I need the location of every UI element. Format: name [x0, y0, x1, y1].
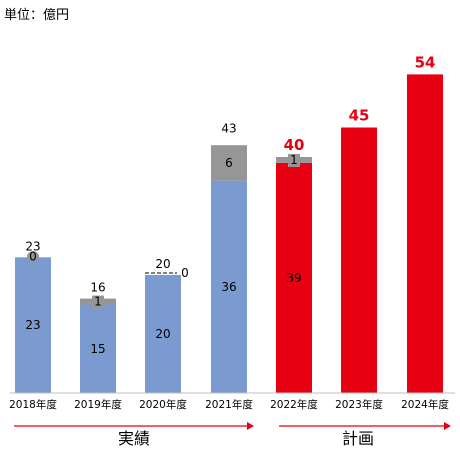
unit-label: 単位：億円	[4, 7, 69, 23]
bar-other-3	[211, 145, 247, 181]
group-labels-layer: 実績 計画	[14, 422, 451, 448]
total-label-2: 20	[155, 257, 170, 271]
bar-plan-6	[407, 74, 443, 394]
group-label-1: 計画	[342, 429, 374, 448]
segment-label-main-2: 20	[155, 327, 170, 341]
x-tick-label-2: 2020年度	[139, 398, 187, 411]
group-arrow-head-0	[247, 422, 254, 430]
segment-label-main-0: 23	[25, 318, 40, 332]
segment-label-main-3: 36	[221, 280, 236, 294]
total-label-5: 45	[349, 107, 370, 125]
x-tick-label-4: 2022年度	[270, 398, 318, 411]
x-tick-label-5: 2023年度	[335, 398, 383, 411]
bar-plan-5	[341, 127, 377, 393]
other-label-bg-4	[288, 153, 300, 167]
x-tick-label-1: 2019年度	[74, 398, 122, 411]
segment-label-other-1: 1	[94, 295, 102, 309]
x-tick-label-0: 2018年度	[9, 398, 57, 411]
segment-label-other-0: 0	[29, 249, 37, 263]
x-tick-label-6: 2024年度	[401, 398, 449, 411]
segment-label-other-3: 6	[225, 156, 233, 170]
other-marker-0	[27, 251, 39, 262]
total-label-4: 40	[284, 136, 305, 154]
total-label-3: 43	[221, 121, 236, 135]
segment-label-other-4: 1	[290, 153, 298, 167]
total-label-0: 23	[25, 239, 40, 253]
bar-main-1	[80, 304, 116, 393]
segment-label-other-2: 0	[181, 266, 189, 280]
total-label-1: 16	[90, 281, 105, 295]
bar-main-0	[15, 257, 51, 393]
tick-labels-layer: 2018年度 2019年度 2020年度 2021年度 2022年度 2023年度 2024…	[9, 398, 449, 411]
total-label-6: 54	[415, 53, 436, 71]
x-tick-label-3: 2021年度	[205, 398, 253, 411]
segment-label-main-1: 15	[90, 342, 105, 356]
bar-main-3	[211, 180, 247, 393]
bar-main-4	[276, 162, 312, 393]
bar-main-2	[145, 275, 181, 393]
group-label-0: 実績	[118, 429, 150, 448]
other-label-bg-1	[92, 295, 104, 309]
segment-label-main-4: 39	[286, 271, 301, 285]
group-arrow-head-1	[444, 422, 451, 430]
